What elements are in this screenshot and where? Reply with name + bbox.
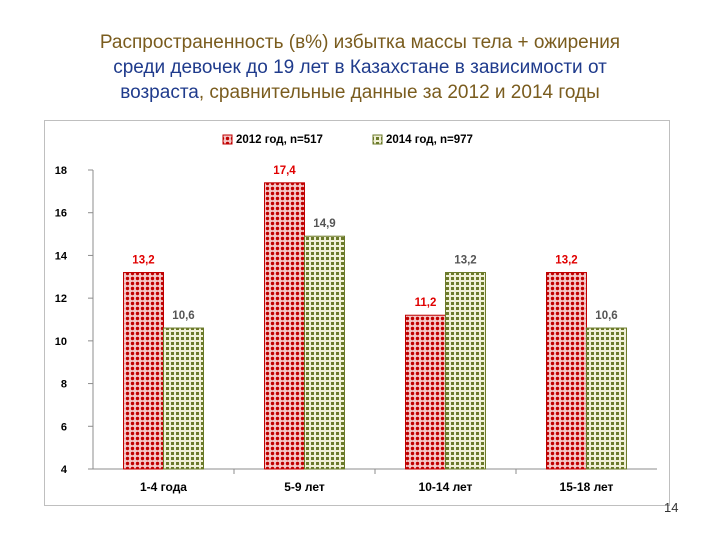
y-tick-label: 4 [61,464,68,476]
x-tick-label: 10-14 лет [419,480,473,494]
chart-frame: 4 6 8 10 12 14 16 18 1-4 года 5-9 лет 10-14 лет 15-… [44,120,670,506]
slide-title: Распространенность (в%) избытка массы те… [40,30,680,105]
title-part-3: в Казахстане в зависимости от [329,57,607,78]
title-part-4: возраста [120,82,199,103]
legend-label: 2014 год, n=977 [386,134,473,146]
data-label: 13,2 [454,255,476,267]
legend-swatch [372,134,383,145]
legend-label: 2012 год, n=517 [236,134,323,146]
bars [123,182,627,470]
title-part-5: , сравнительные данные за 2012 и 2014 го… [198,82,600,103]
y-tick-label: 12 [55,293,67,305]
data-label: 17,4 [273,165,296,177]
x-tick-label: 1-4 года [140,480,187,494]
y-tick-label: 16 [55,208,67,220]
data-label: 10,6 [172,310,194,322]
x-tick-label: 5-9 лет [284,480,325,494]
data-label: 13,2 [132,255,154,267]
data-label: 13,2 [555,255,577,267]
x-tick-label: 15-18 лет [560,480,614,494]
data-label: 14,9 [313,218,335,230]
bar [405,314,446,470]
slide-number: 14 [664,500,679,515]
y-tick-label: 8 [61,379,67,391]
data-labels: 13,2 10,6 17,4 14,9 11,2 13,2 13,2 10,6 [132,165,617,322]
y-tick-label: 18 [55,165,67,177]
bar [445,272,486,470]
bar [123,272,164,470]
bar [264,182,305,470]
data-label: 10,6 [595,310,617,322]
bar [586,327,627,470]
bar [163,327,204,470]
bar [546,272,587,470]
data-label: 11,2 [415,297,437,309]
y-tick-label: 6 [61,421,67,433]
title-part-2: среди девочек до 19 лет [113,57,330,78]
y-tick-label: 10 [55,336,67,348]
legend: 2012 год, n=517 2014 год, n=977 [222,134,473,146]
y-tick-label: 14 [55,250,68,262]
bar [304,235,345,470]
title-part-1: Распространенность (в%) избытка массы те… [99,32,621,53]
bar-chart: 4 6 8 10 12 14 16 18 1-4 года 5-9 лет 10-14 лет 15-… [55,134,657,494]
legend-swatch [222,134,233,145]
